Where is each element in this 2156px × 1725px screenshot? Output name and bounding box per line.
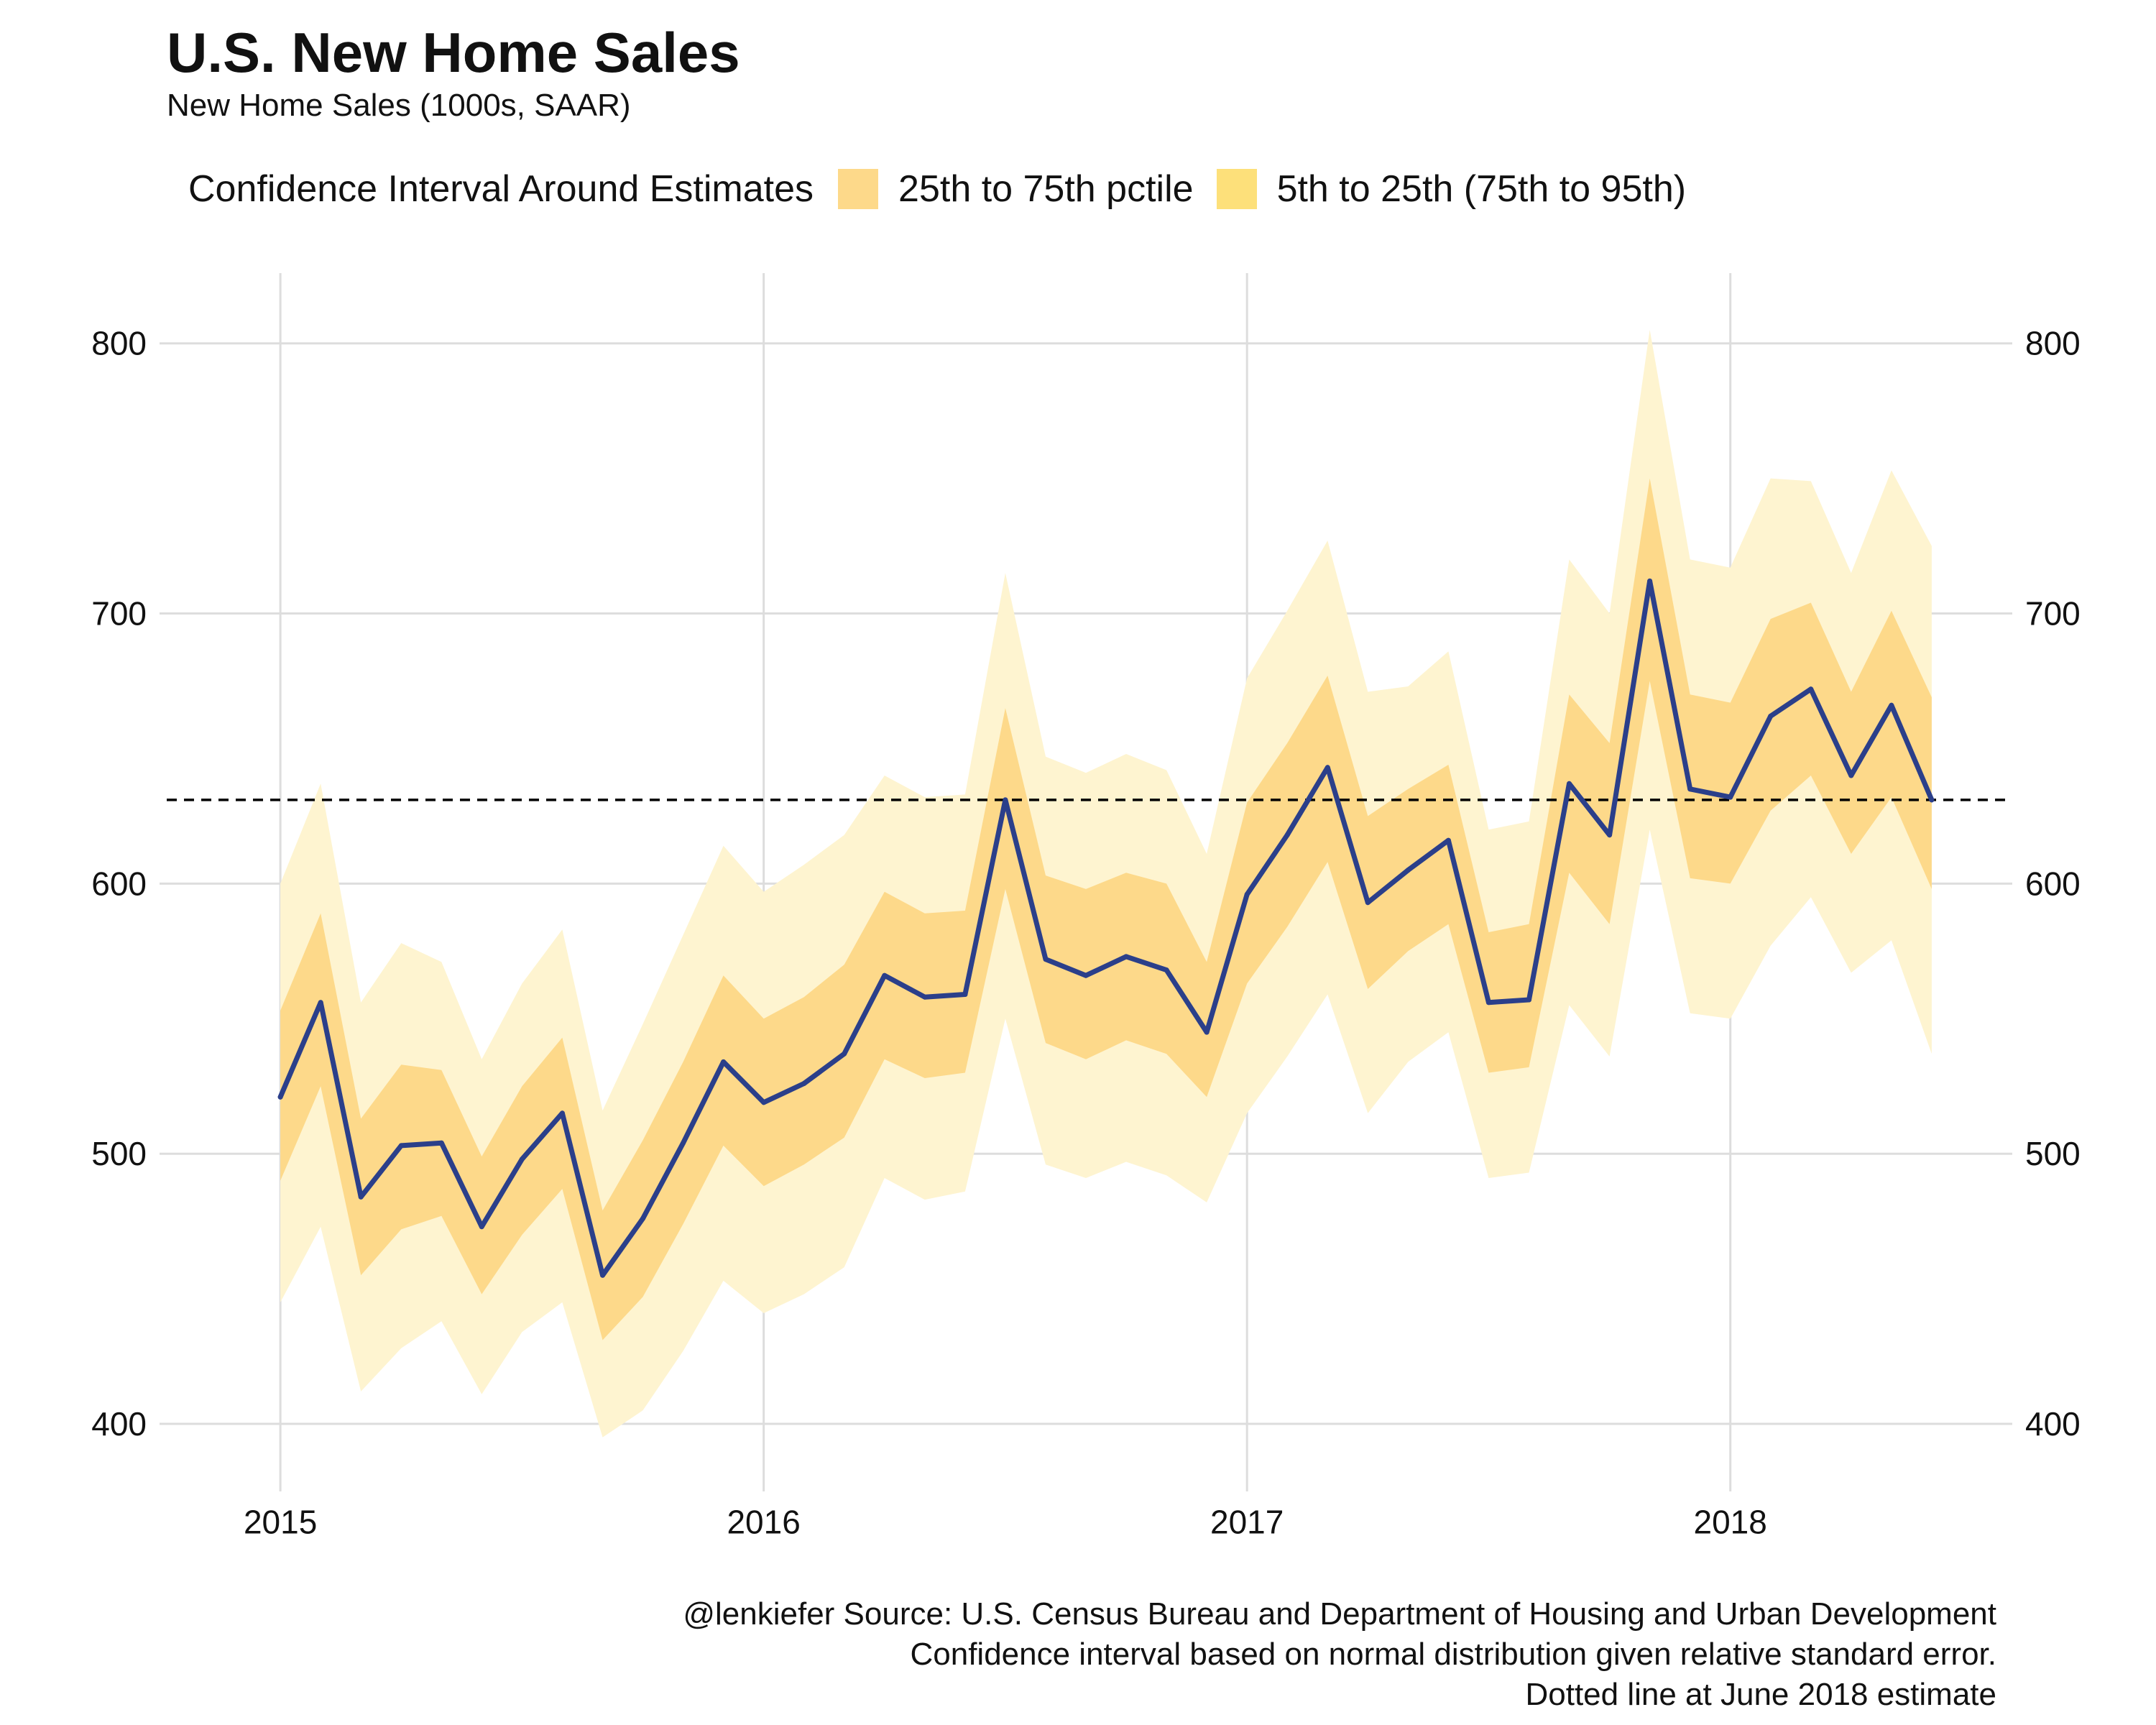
data-point	[1003, 797, 1008, 803]
data-point	[640, 1215, 645, 1221]
caption-reference-note: Dotted line at June 2018 estimate	[1525, 1677, 1996, 1712]
legend-item-inner: 25th to 75th pctile	[838, 167, 1194, 211]
x-tick-label-2018: 2018	[1694, 1504, 1767, 1541]
y-tick-label-right-600: 600	[2025, 865, 2081, 902]
y-tick-label-left-800: 800	[91, 325, 147, 362]
data-point	[277, 1094, 283, 1100]
data-point	[358, 1194, 364, 1200]
data-point	[600, 1272, 605, 1278]
y-tick-label-left-400: 400	[91, 1405, 147, 1443]
data-point	[398, 1143, 404, 1149]
caption: @lenkiefer Source: U.S. Census Bureau an…	[683, 1594, 1996, 1715]
y-tick-label-right-700: 700	[2025, 595, 2081, 632]
data-point	[1164, 967, 1169, 973]
data-point	[1607, 832, 1613, 838]
y-tick-label-left-500: 500	[91, 1135, 147, 1172]
x-tick-label-2017: 2017	[1210, 1504, 1284, 1541]
y-tick-label-right-500: 500	[2025, 1135, 2081, 1172]
legend-label-inner: 25th to 75th pctile	[898, 168, 1194, 210]
data-point	[681, 1140, 686, 1146]
data-point	[479, 1224, 484, 1230]
data-point	[721, 1059, 727, 1064]
chart-subtitle: New Home Sales (1000s, SAAR)	[167, 88, 631, 123]
y-tick-label-left-600: 600	[91, 865, 147, 902]
data-point	[1365, 900, 1370, 906]
data-point	[438, 1140, 444, 1146]
y-tick-label-right-800: 800	[2025, 325, 2081, 362]
series-line-layer	[277, 578, 1935, 1278]
y-tick-label-right-400: 400	[2025, 1405, 2081, 1443]
data-point	[842, 1051, 847, 1057]
data-point	[1567, 781, 1572, 786]
data-point	[1445, 837, 1451, 843]
axis-labels: 400 400 500 500 600 600 700 700 800 800 2015 2016 20…	[91, 325, 2081, 1541]
data-point	[962, 992, 968, 997]
data-point	[761, 1100, 767, 1105]
data-point	[1043, 957, 1049, 962]
data-point	[1485, 1000, 1491, 1006]
data-point	[922, 994, 928, 1000]
data-point	[1687, 786, 1693, 792]
data-point	[1889, 702, 1894, 708]
data-point	[1526, 997, 1531, 1003]
y-tick-label-left-700: 700	[91, 595, 147, 632]
series-line-new-home-sales	[277, 578, 1935, 1278]
data-point	[1405, 868, 1411, 873]
legend: Confidence Interval Around Estimates 25t…	[188, 164, 1709, 214]
x-tick-label-2015: 2015	[244, 1504, 317, 1541]
caption-source: @lenkiefer Source: U.S. Census Bureau an…	[683, 1596, 1996, 1632]
data-point	[519, 1156, 525, 1162]
legend-swatch-inner	[838, 169, 879, 209]
data-point	[1325, 765, 1330, 770]
data-point	[1204, 1029, 1210, 1035]
caption-method: Confidence interval based on normal dist…	[910, 1637, 1996, 1672]
legend-swatch-outer	[1216, 169, 1257, 209]
data-point	[559, 1110, 565, 1116]
legend-item-outer: 5th to 25th (75th to 95th)	[1216, 167, 1687, 211]
data-point	[1244, 891, 1250, 897]
data-point	[1808, 686, 1814, 692]
data-point	[1768, 713, 1774, 719]
data-point	[1929, 797, 1935, 803]
data-point	[1083, 972, 1089, 978]
chart-title: U.S. New Home Sales	[167, 21, 740, 84]
legend-label-outer: 5th to 25th (75th to 95th)	[1276, 168, 1687, 210]
data-point	[1284, 832, 1290, 838]
data-point	[1647, 578, 1653, 584]
data-point	[801, 1081, 807, 1086]
data-point	[1848, 773, 1854, 778]
data-point	[1123, 954, 1129, 960]
x-tick-label-2016: 2016	[727, 1504, 800, 1541]
data-point	[1728, 794, 1733, 800]
data-point	[882, 972, 888, 978]
legend-title: Confidence Interval Around Estimates	[188, 168, 814, 210]
data-point	[318, 1000, 323, 1006]
